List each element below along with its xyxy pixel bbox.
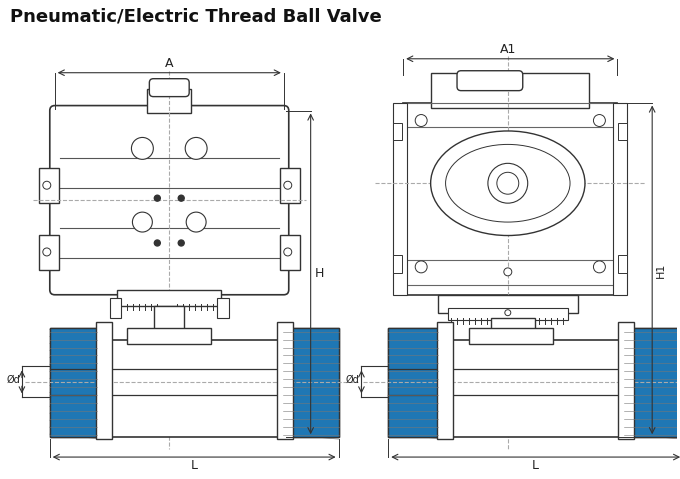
Circle shape [488, 163, 528, 203]
Bar [626, 328, 680, 437]
Bar [388, 328, 446, 437]
Bar [626, 328, 680, 437]
Bar [105, 340, 284, 437]
Text: Ød: Ød [6, 375, 20, 384]
Text: A1: A1 [500, 43, 516, 57]
Bar [446, 340, 626, 437]
Circle shape [43, 248, 51, 256]
Bar [284, 328, 339, 437]
Circle shape [497, 172, 519, 194]
Bar [109, 298, 122, 318]
Text: H1: H1 [656, 262, 666, 277]
Circle shape [415, 261, 427, 273]
Circle shape [594, 114, 605, 126]
Circle shape [505, 310, 511, 316]
Bar [39, 235, 58, 270]
Bar [618, 321, 634, 439]
Ellipse shape [445, 144, 570, 222]
Circle shape [415, 114, 427, 126]
Bar [96, 321, 112, 439]
Circle shape [284, 181, 292, 189]
Circle shape [154, 195, 160, 201]
Bar [39, 168, 58, 203]
Bar [618, 123, 627, 140]
Bar [393, 255, 403, 273]
Bar [154, 306, 184, 331]
FancyBboxPatch shape [150, 79, 189, 97]
Bar [50, 328, 105, 437]
Bar [437, 321, 453, 439]
Circle shape [178, 240, 184, 246]
Bar [618, 255, 627, 273]
Bar [613, 103, 627, 295]
Text: A: A [165, 57, 173, 70]
Bar [277, 321, 292, 439]
Text: Pneumatic/Electric Thread Ball Valve: Pneumatic/Electric Thread Ball Valve [10, 8, 381, 26]
Bar [491, 318, 534, 330]
Text: L: L [190, 458, 198, 471]
Bar [279, 168, 300, 203]
Bar [279, 235, 300, 270]
Bar [127, 328, 211, 343]
FancyBboxPatch shape [50, 105, 289, 295]
Ellipse shape [430, 131, 585, 236]
Circle shape [154, 240, 160, 246]
Circle shape [43, 181, 51, 189]
Circle shape [131, 137, 153, 160]
Circle shape [185, 137, 207, 160]
Text: L: L [532, 458, 539, 471]
Bar [393, 123, 403, 140]
Circle shape [133, 212, 152, 232]
Bar [431, 73, 590, 108]
Circle shape [594, 261, 605, 273]
Circle shape [178, 195, 184, 201]
Bar [469, 328, 553, 343]
Bar [217, 298, 229, 318]
Circle shape [284, 248, 292, 256]
Bar [448, 308, 568, 319]
Bar [50, 328, 105, 437]
Text: H: H [315, 267, 324, 280]
Bar [438, 295, 577, 313]
Circle shape [186, 212, 206, 232]
Bar [118, 290, 221, 306]
Bar [403, 103, 617, 295]
FancyBboxPatch shape [457, 71, 523, 91]
Circle shape [504, 268, 512, 276]
Bar [148, 89, 191, 113]
Bar [284, 328, 339, 437]
Text: Ød: Ød [345, 375, 359, 384]
Bar [388, 328, 446, 437]
Bar [393, 103, 407, 295]
